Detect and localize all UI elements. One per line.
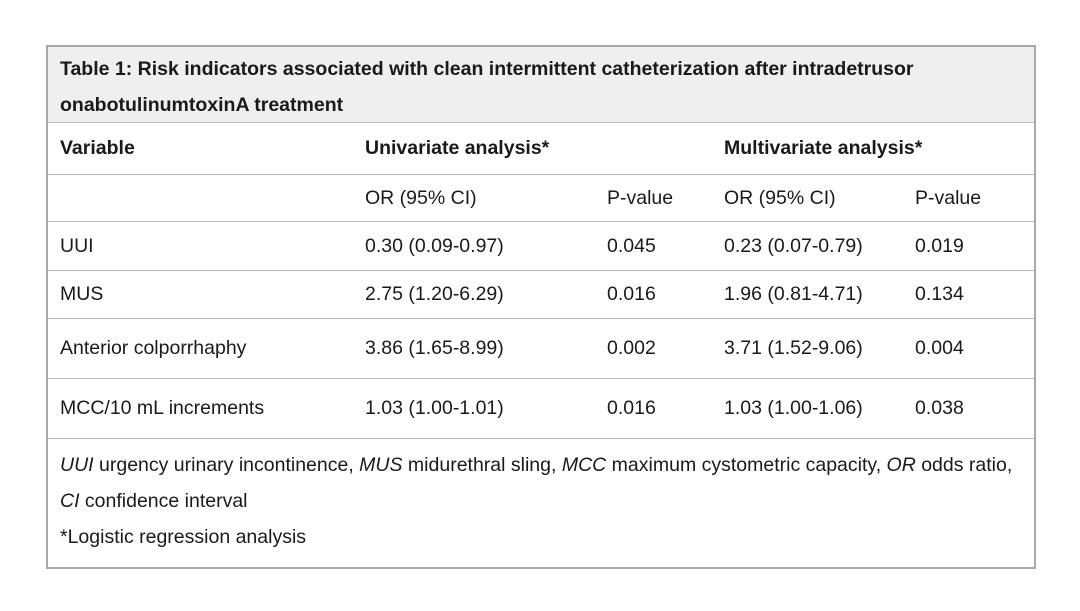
header-univariate: Univariate analysis* (365, 137, 550, 159)
table-frame: Table 1: Risk indicators associated with… (46, 45, 1036, 569)
footnote-term: OR (886, 454, 916, 476)
footnote-term: MUS (359, 454, 403, 476)
row-or-multivariate: 1.03 (1.00-1.06) (724, 397, 863, 419)
row-or-univariate: 2.75 (1.20-6.29) (365, 283, 504, 305)
subheader-p-multivariate: P-value (915, 186, 982, 209)
table-row: MUS 2.75 (1.20-6.29) 0.016 1.96 (0.81-4.… (48, 271, 1034, 319)
row-or-univariate: 0.30 (0.09-0.97) (365, 234, 504, 257)
header-multivariate: Multivariate analysis* (724, 137, 923, 159)
footnote-definition: odds ratio, (915, 454, 1013, 476)
footnote-term: CI (60, 490, 80, 512)
row-p-multivariate: 0.134 (915, 283, 964, 305)
header-row: Variable Univariate analysis* Multivaria… (48, 123, 1034, 175)
row-p-univariate: 0.016 (607, 397, 656, 419)
table-row: Anterior colporrhaphy 3.86 (1.65-8.99) 0… (48, 319, 1034, 379)
row-p-univariate: 0.002 (607, 337, 656, 359)
row-p-multivariate: 0.038 (915, 397, 964, 419)
footnote-definition: urgency urinary incontinence, (93, 454, 360, 476)
table-row: MCC/10 mL increments 1.03 (1.00-1.01) 0.… (48, 379, 1034, 439)
row-variable: UUI (60, 234, 94, 257)
footnote-definition: confidence interval (79, 490, 248, 512)
row-or-multivariate: 0.23 (0.07-0.79) (724, 234, 863, 257)
subheader-row: OR (95% CI) P-value OR (95% CI) P-value (48, 175, 1034, 222)
row-p-univariate: 0.045 (607, 234, 656, 257)
row-p-multivariate: 0.019 (915, 234, 964, 257)
header-variable: Variable (60, 137, 135, 159)
row-variable: Anterior colporrhaphy (60, 337, 247, 359)
row-variable: MUS (60, 283, 104, 305)
row-or-multivariate: 1.96 (0.81-4.71) (724, 283, 863, 305)
footnote-definition: maximum cystometric capacity, (606, 454, 887, 476)
footnote-note: *Logistic regression analysis (60, 526, 307, 548)
row-or-univariate: 1.03 (1.00-1.01) (365, 397, 504, 419)
table-row: UUI 0.30 (0.09-0.97) 0.045 0.23 (0.07-0.… (48, 222, 1034, 271)
table-title: Table 1: Risk indicators associated with… (48, 47, 1034, 123)
footnote-definition: midurethral sling, (402, 454, 562, 476)
row-p-multivariate: 0.004 (915, 337, 964, 359)
footnote-term: MCC (561, 454, 607, 476)
subheader-or-univariate: OR (95% CI) (365, 186, 477, 209)
row-p-univariate: 0.016 (607, 283, 656, 305)
subheader-p-univariate: P-value (607, 186, 674, 209)
table-footnote: UUI urgency urinary incontinence, MUS mi… (60, 447, 1026, 555)
row-or-multivariate: 3.71 (1.52-9.06) (724, 337, 863, 359)
subheader-or-multivariate: OR (95% CI) (724, 186, 836, 209)
row-or-univariate: 3.86 (1.65-8.99) (365, 337, 504, 359)
footnote-term: UUI (60, 454, 94, 476)
footnote-abbreviations: UUI urgency urinary incontinence, MUS mi… (60, 447, 1026, 519)
row-variable: MCC/10 mL increments (60, 397, 265, 419)
